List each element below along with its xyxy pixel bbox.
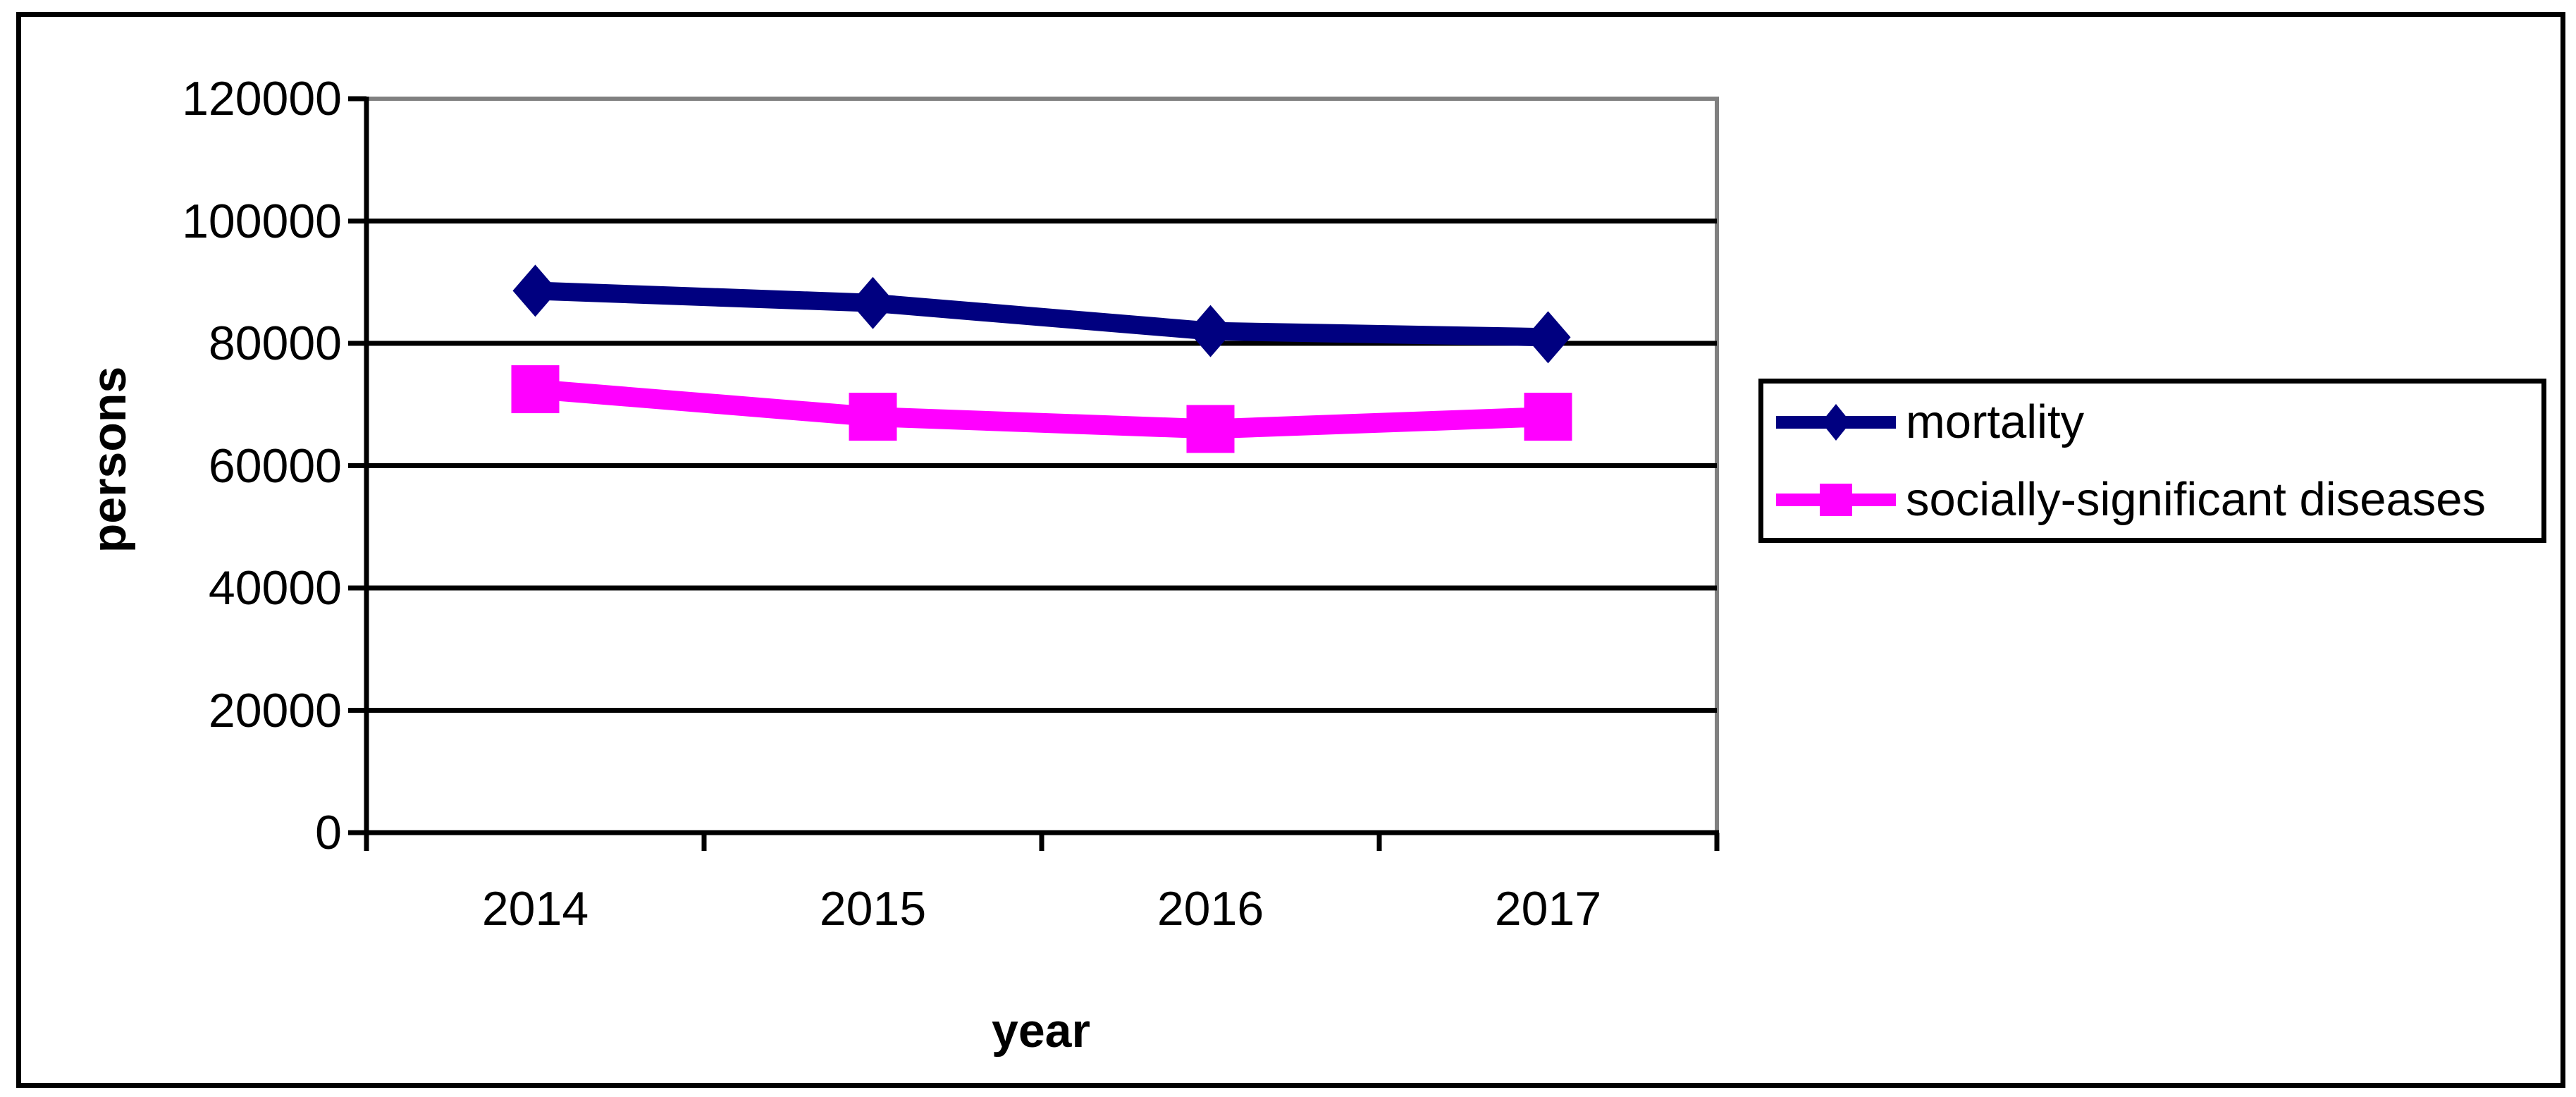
x-tick-label-2016: 2016 [1157,882,1264,936]
legend-label: socially-significant diseases [1906,472,2486,526]
diamond-marker-mortality-2016 [1188,305,1233,357]
legend-label: mortality [1906,395,2085,448]
square-marker-socially-significant-diseases-2015 [849,393,897,441]
y-tick-label-100000: 100000 [182,194,342,248]
x-axis-title: year [992,1004,1090,1058]
y-tick-label-120000: 120000 [182,72,342,125]
x-tick-label-2015: 2015 [819,882,927,936]
square-marker-socially-significant-diseases-2014 [511,365,560,414]
series-line-mortality [535,281,1548,347]
diamond-marker-mortality-2014 [512,264,558,317]
y-tick-label-60000: 60000 [208,439,342,493]
diamond-marker-mortality-2015 [850,276,896,329]
legend-sample-line-square-icon [1776,483,1896,516]
legend: mortality socially-significant diseases [1758,379,2546,543]
x-tick-label-2017: 2017 [1494,882,1602,936]
y-tick-label-20000: 20000 [208,683,342,737]
legend-sample-line-diamond-icon [1776,403,1896,441]
square-marker-socially-significant-diseases-2016 [1186,405,1235,453]
legend-item-socially-significant-diseases: socially-significant diseases [1776,465,2541,535]
series-line-socially-significant-diseases [534,379,1549,439]
y-tick-label-40000: 40000 [208,561,342,615]
y-axis-title: persons [82,366,136,553]
y-tick-label-0: 0 [315,806,342,859]
figure-border [16,12,2565,1088]
y-tick-label-80000: 80000 [208,317,342,370]
legend-sample-diamond [1821,403,1851,441]
diamond-marker-mortality-2017 [1525,311,1571,364]
legend-item-mortality: mortality [1776,387,2541,458]
x-tick-label-2014: 2014 [481,882,589,936]
legend-sample-square [1820,483,1852,516]
square-marker-socially-significant-diseases-2017 [1524,393,1572,441]
